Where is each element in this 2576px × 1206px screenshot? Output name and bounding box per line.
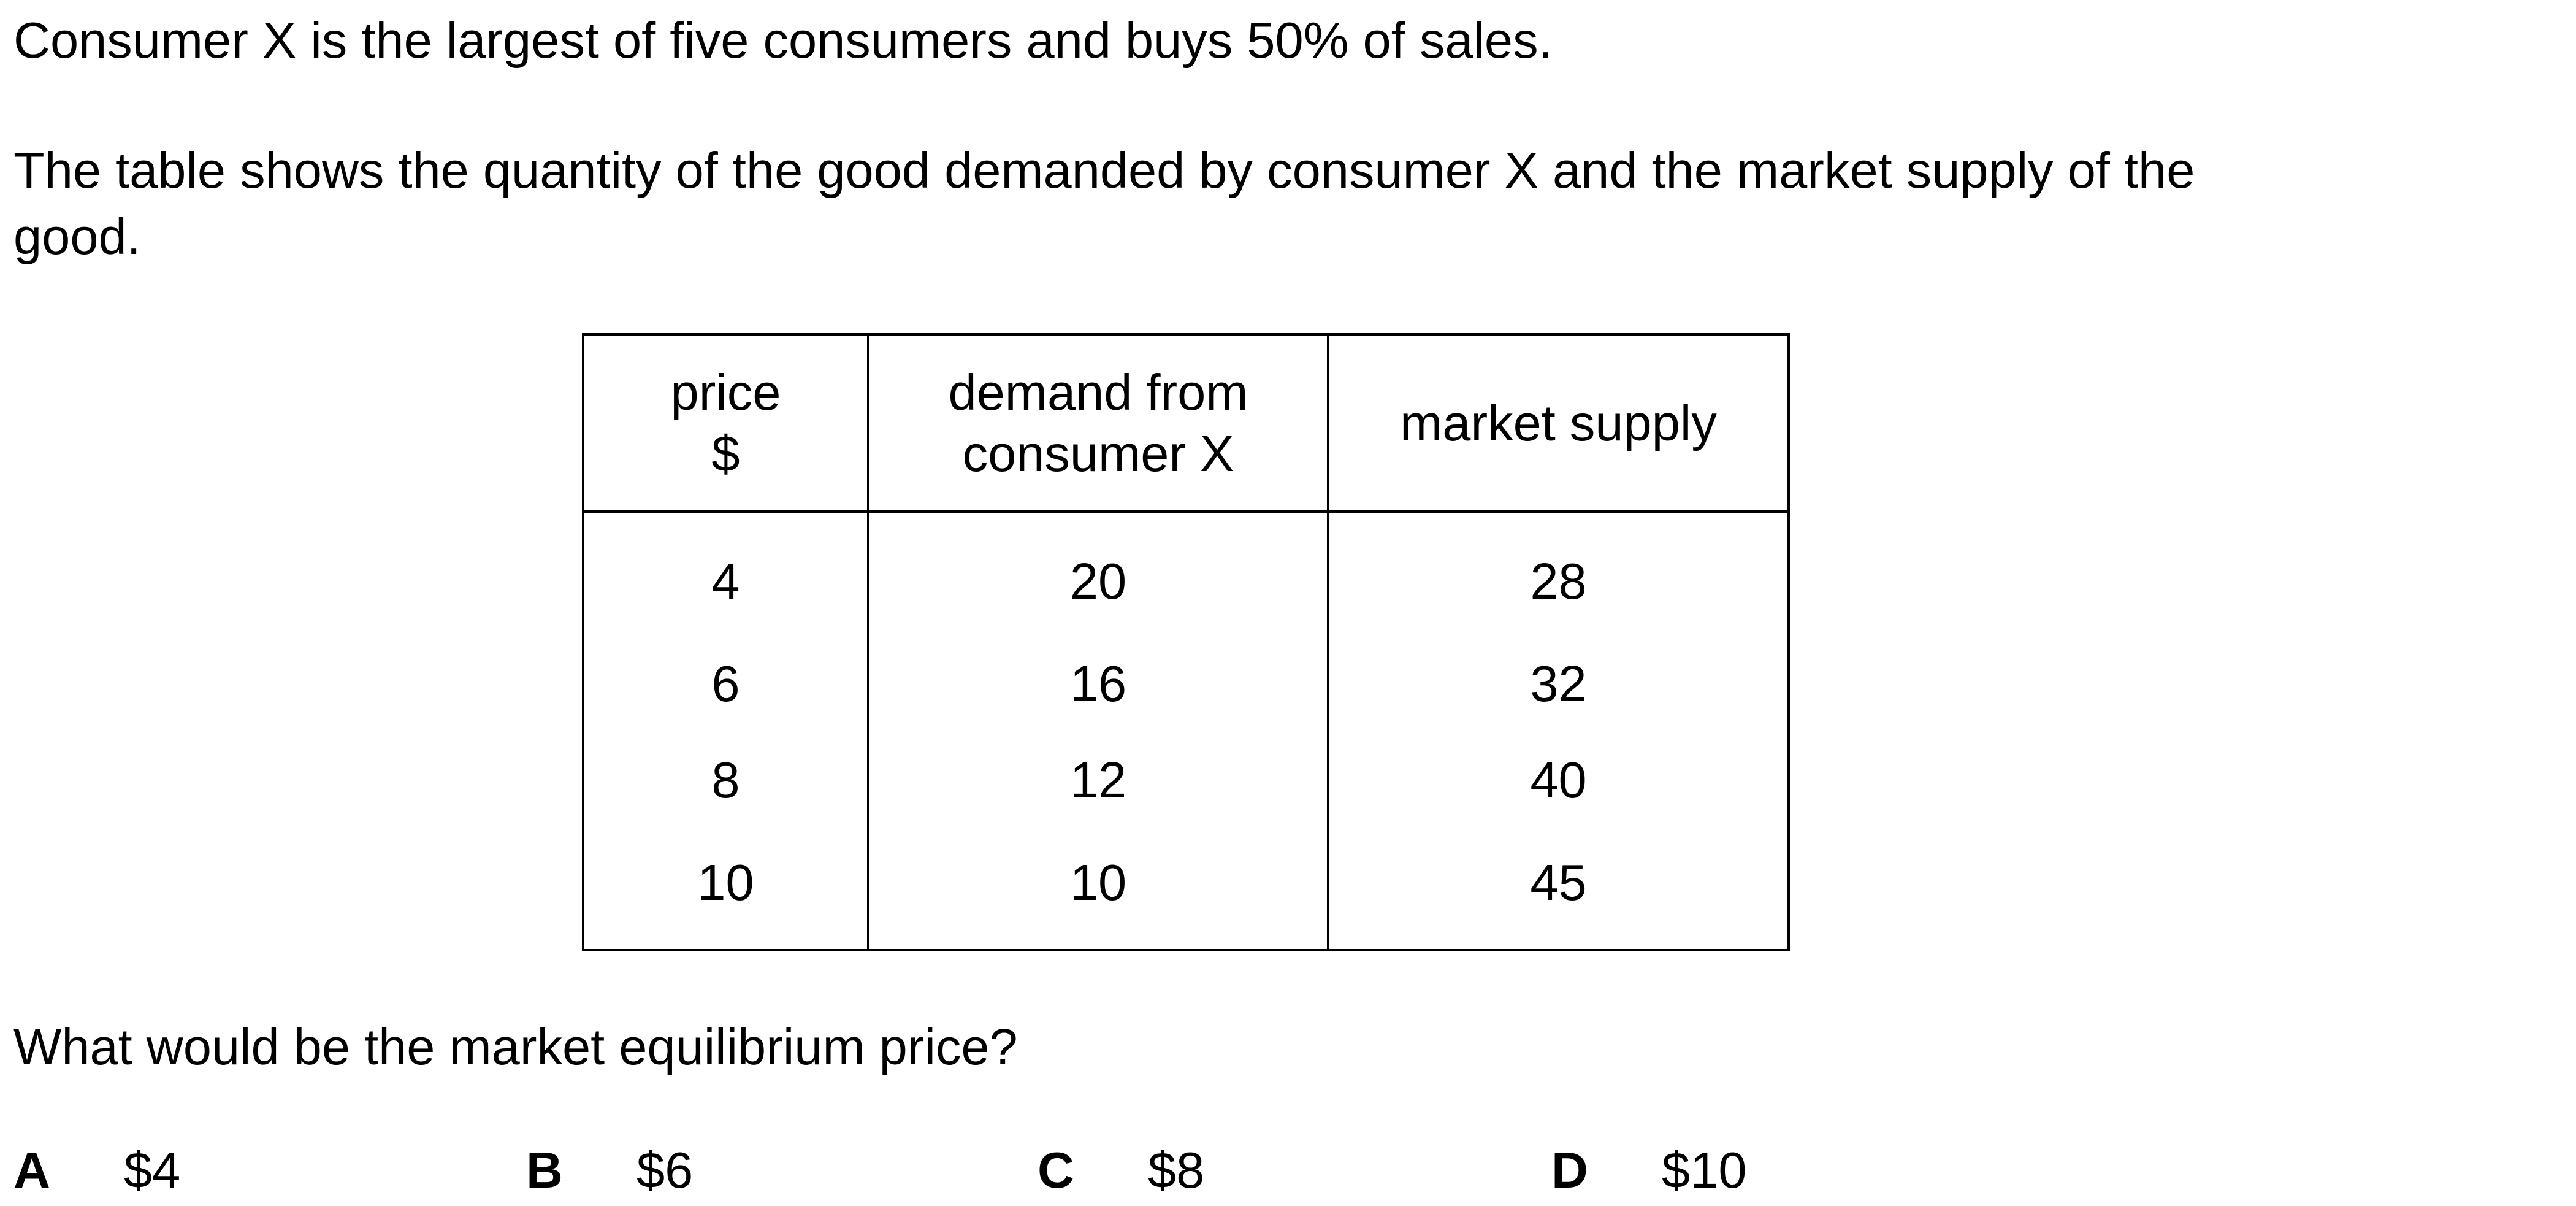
intro-line-1: Consumer X is the largest of five consum…	[13, 12, 1553, 69]
cell-demand: 20	[867, 512, 1329, 636]
answer-options: A $4 B $6 C $8 D $10	[0, 1145, 2576, 1206]
table-row: 4 20 28	[582, 512, 1790, 636]
cell-supply: 28	[1327, 512, 1790, 636]
option-letter: D	[1551, 1142, 1588, 1199]
header-supply: market supply	[1327, 333, 1790, 513]
question-text: What would be the market equilibrium pri…	[13, 1018, 1018, 1075]
cell-price: 4	[582, 512, 869, 636]
intro-line-2: The table shows the quantity of the good…	[13, 142, 2195, 199]
cell-demand: 16	[867, 636, 1329, 732]
option-letter: C	[1038, 1142, 1074, 1199]
option-letter: B	[526, 1142, 563, 1199]
header-price: price $	[582, 333, 869, 513]
cell-demand: 12	[867, 732, 1329, 829]
cell-demand: 10	[867, 828, 1329, 951]
option-value: $8	[1148, 1142, 1205, 1199]
demand-supply-table: price $ demand from consumer X market su…	[582, 333, 1790, 951]
cell-supply: 40	[1327, 732, 1790, 829]
table-row: 6 16 32	[582, 636, 1790, 732]
option-letter: A	[13, 1142, 50, 1199]
cell-price: 10	[582, 828, 869, 951]
option-value: $6	[636, 1142, 694, 1199]
header-demand: demand from consumer X	[867, 333, 1329, 513]
header-price-unit: $	[711, 424, 740, 482]
table-header-row: price $ demand from consumer X market su…	[582, 333, 1790, 513]
header-price-label: price	[670, 363, 781, 421]
cell-price: 6	[582, 636, 869, 732]
cell-price: 8	[582, 732, 869, 829]
header-demand-line-1: demand from	[948, 363, 1248, 421]
intro-line-2-continued: good.	[13, 208, 141, 265]
table-row: 10 10 45	[582, 828, 1790, 951]
option-value: $4	[124, 1142, 181, 1199]
table-row: 8 12 40	[582, 732, 1790, 829]
cell-supply: 45	[1327, 828, 1790, 951]
cell-supply: 32	[1327, 636, 1790, 732]
option-value: $10	[1662, 1142, 1747, 1199]
header-demand-line-2: consumer X	[962, 424, 1234, 482]
